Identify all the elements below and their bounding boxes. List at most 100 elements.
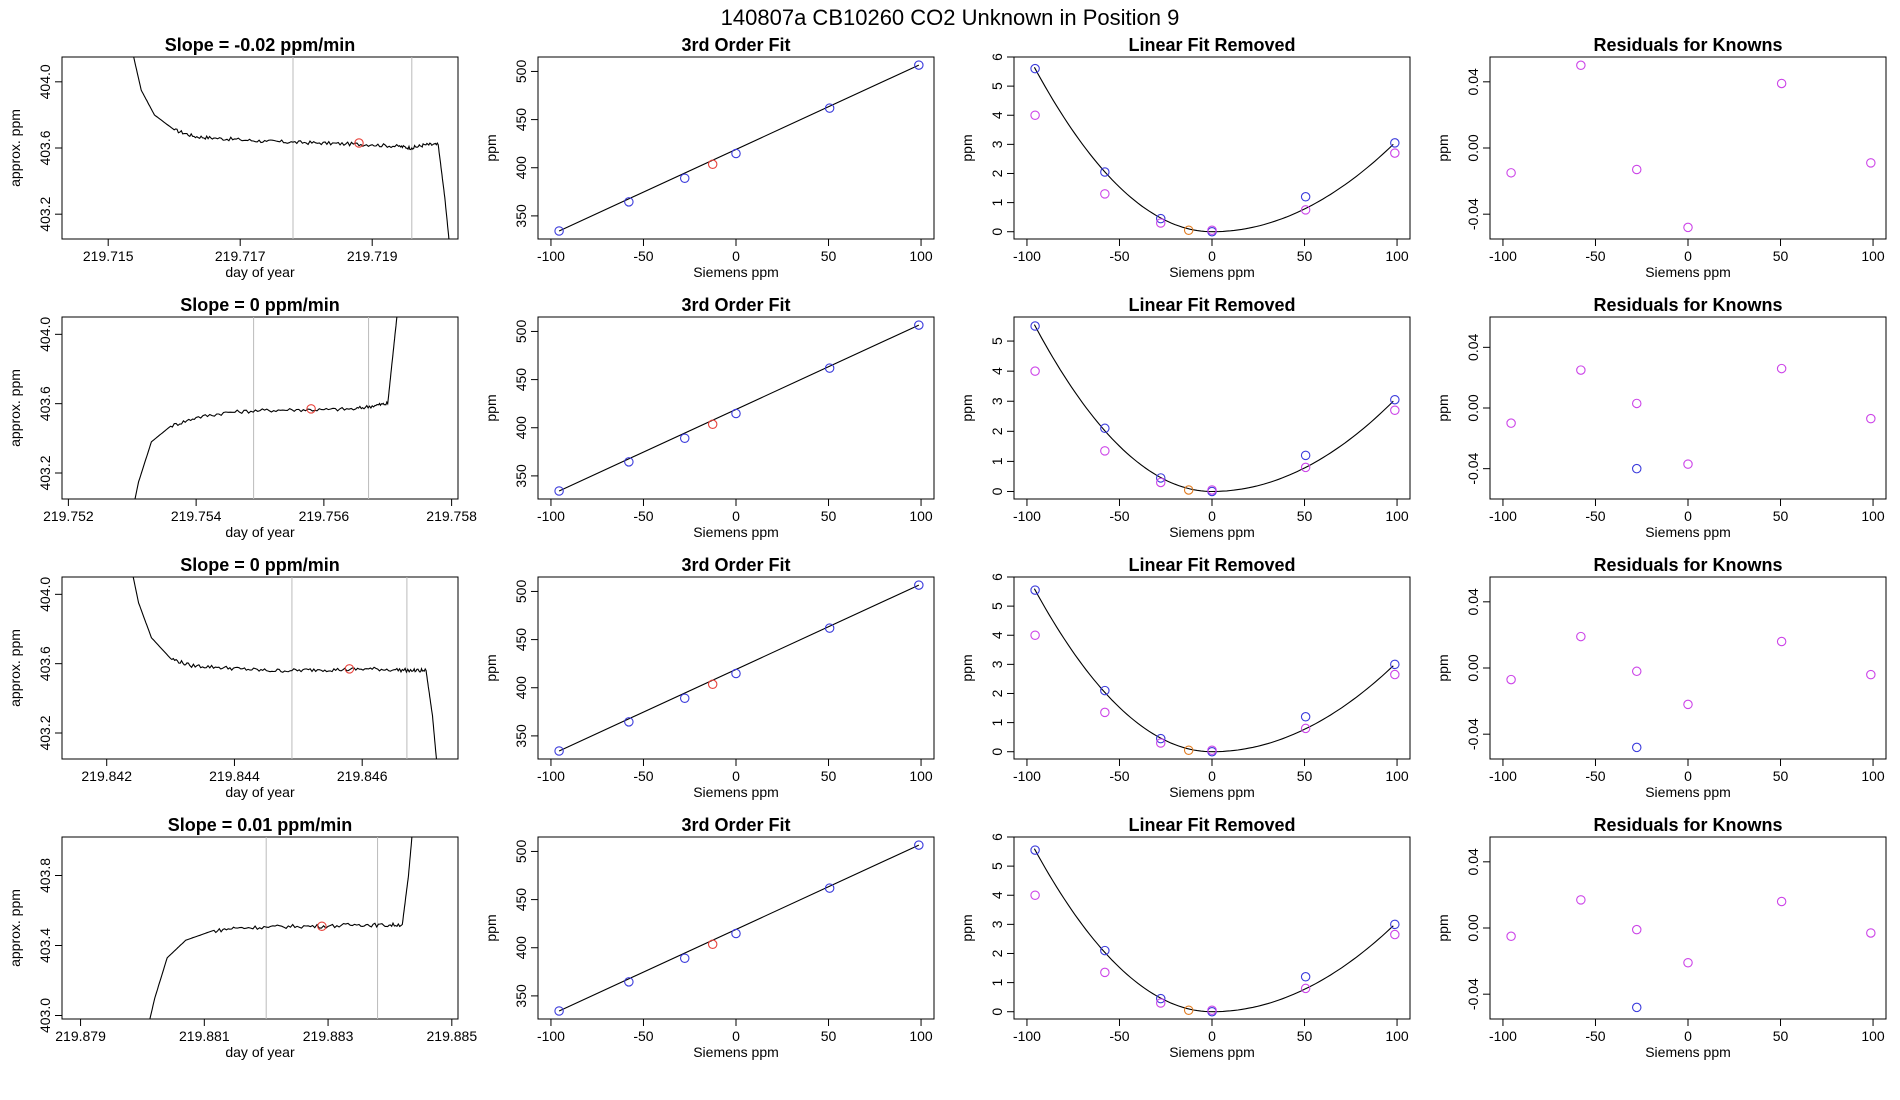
x-tick-label: 50 [1297, 508, 1313, 524]
residual-point [1631, 666, 1642, 677]
known-point [679, 173, 690, 183]
residual-point [1683, 222, 1693, 233]
x-tick-label: 219.842 [81, 768, 132, 784]
y-tick-label: 3 [989, 920, 1005, 928]
plot-area [1506, 363, 1876, 474]
x-tick-label: 50 [1773, 1028, 1789, 1044]
fit-curve [1033, 848, 1394, 1013]
x-tick-label: -50 [633, 248, 653, 264]
known-point [1155, 473, 1166, 483]
y-axis-label: ppm [959, 134, 975, 161]
y-tick-label: 500 [513, 60, 529, 84]
residual-point [1866, 928, 1876, 938]
plot-area [1030, 321, 1400, 497]
fitted-point [1390, 669, 1400, 680]
fit-line [558, 584, 920, 752]
y-tick-label: 5 [989, 862, 1005, 870]
y-tick-label: 403.6 [37, 130, 53, 165]
y-tick-label: 450 [513, 108, 529, 132]
y-tick-label: 0.04 [1465, 68, 1481, 95]
x-tick-label: 219.846 [337, 768, 388, 784]
fitted-point [1300, 205, 1311, 215]
fitted-point [1030, 366, 1040, 376]
x-tick-label: 219.758 [426, 508, 477, 524]
residual-point [1576, 895, 1586, 905]
fitted-point [1207, 1005, 1217, 1016]
unknown-point [707, 159, 718, 170]
y-tick-label: 5 [989, 82, 1005, 90]
x-tick-label: 219.715 [83, 248, 134, 264]
x-tick-label: 219.756 [299, 508, 350, 524]
known-point [1030, 585, 1040, 595]
known-point [914, 320, 924, 330]
x-axis-label: day of year [225, 264, 295, 280]
known-point [1155, 733, 1166, 744]
x-tick-label: 50 [1773, 508, 1789, 524]
x-tick-label: -50 [1585, 768, 1605, 784]
mean-marker [317, 921, 327, 931]
y-axis-label: ppm [1435, 914, 1451, 941]
fit-curve [1033, 67, 1394, 233]
y-tick-label: 2 [989, 427, 1005, 435]
fitted-point [1030, 110, 1040, 120]
x-tick-label: 100 [1385, 508, 1409, 524]
y-tick-label: 403.2 [37, 196, 53, 231]
x-tick-label: 50 [1297, 248, 1313, 264]
y-tick-label: 5 [989, 337, 1005, 345]
x-tick-label: 100 [909, 1028, 933, 1044]
x-tick-label: 100 [909, 508, 933, 524]
known-point [624, 977, 634, 987]
unknown-point [707, 679, 718, 690]
plot-area [1030, 585, 1400, 757]
y-tick-label: 0.00 [1465, 914, 1481, 941]
y-tick-label: 350 [513, 724, 529, 748]
unknown-point [707, 419, 718, 430]
residual-point [1506, 674, 1516, 685]
x-axis-label: Siemens ppm [693, 1044, 779, 1060]
panel-title: Residuals for Knowns [1593, 35, 1782, 55]
co2-trace-line [132, 577, 438, 759]
known-point [554, 1006, 564, 1016]
plot-frame [1013, 56, 1411, 240]
y-tick-label: -0.04 [1465, 198, 1481, 230]
x-tick-label: -100 [1489, 768, 1517, 784]
y-axis-label: approx. ppm [7, 369, 23, 447]
x-tick-label: 50 [1297, 768, 1313, 784]
x-tick-label: 100 [1861, 508, 1885, 524]
fitted-point [1155, 998, 1166, 1008]
x-tick-label: -50 [1585, 248, 1605, 264]
x-tick-label: 50 [821, 768, 837, 784]
known-point [1100, 167, 1110, 177]
residual-point [1683, 699, 1693, 710]
panel-r2-linear: Linear Fit Removed -100 -50 0 50 100 0 1 2 3 4 5 Sie… [959, 295, 1411, 540]
y-tick-label: 0.04 [1465, 588, 1481, 615]
residual-point [1631, 924, 1642, 935]
residual-point [1776, 896, 1787, 907]
known-point [1155, 213, 1166, 224]
y-tick-label: 0 [989, 228, 1005, 236]
y-tick-label: 1 [989, 718, 1005, 726]
plot-frame [537, 576, 935, 760]
known-point [624, 717, 634, 727]
known-point [679, 433, 690, 443]
panel-r4-linear: Linear Fit Removed -100 -50 0 50 100 0 1 2 3 4 5 6 Si… [959, 815, 1411, 1060]
panel-title: 3rd Order Fit [681, 815, 790, 835]
y-tick-label: 403.2 [37, 715, 53, 750]
y-tick-label: 350 [513, 984, 529, 1008]
plot-area [149, 837, 413, 1019]
y-tick-label: 400 [513, 936, 529, 960]
x-tick-label: 50 [1773, 768, 1789, 784]
fit-line [558, 324, 920, 492]
panel-r1-fit: 3rd Order Fit -100 -50 0 50 100 350 400 450 500 Si… [483, 35, 935, 280]
panel-title: 3rd Order Fit [681, 295, 790, 315]
fitted-point [1390, 405, 1400, 416]
x-axis-label: Siemens ppm [1645, 784, 1731, 800]
panel-r1-trace: Slope = -0.02 ppm/min 219.715 219.717 219.7… [7, 35, 459, 280]
plot-frame [537, 56, 935, 240]
x-tick-label: -100 [1013, 1028, 1041, 1044]
known-point [731, 668, 741, 679]
y-tick-label: 2 [989, 169, 1005, 177]
residual-point [1506, 168, 1516, 178]
residual-point-outlier [1631, 1002, 1642, 1013]
unknown-point [707, 939, 718, 950]
